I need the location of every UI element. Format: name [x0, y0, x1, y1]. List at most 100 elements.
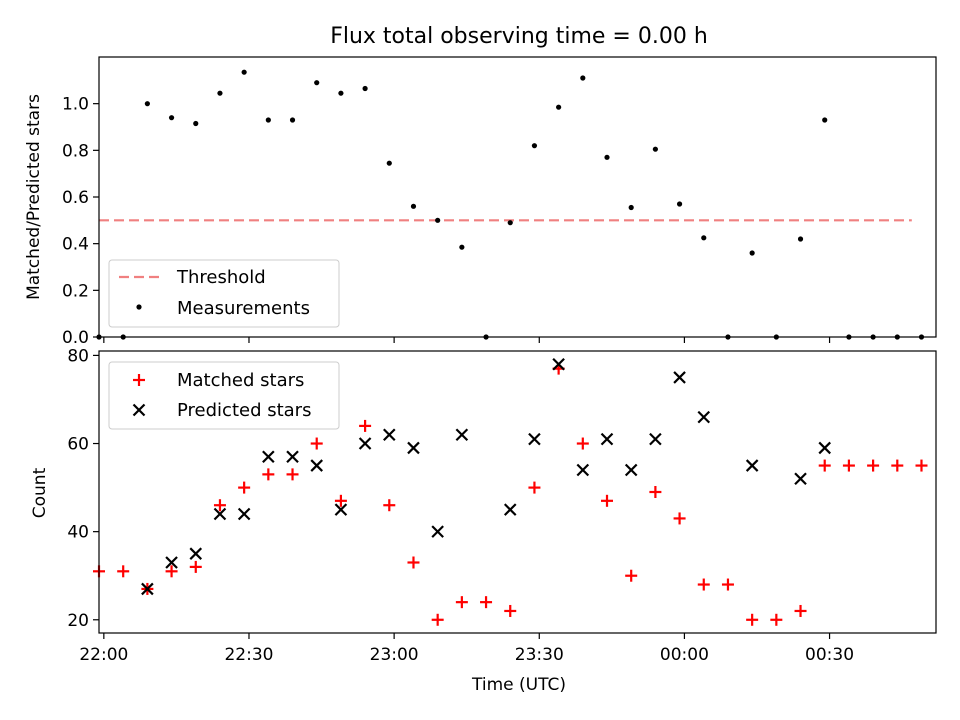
predicted-star-point	[310, 459, 323, 472]
predicted-star-point	[624, 463, 638, 477]
matched-star-point	[721, 578, 734, 591]
measurement-point	[797, 236, 804, 242]
x-axis-label: Time (UTC)	[471, 675, 566, 695]
matched-star-point	[117, 565, 130, 578]
legend-matched-swatch	[133, 374, 145, 386]
measurement-point	[652, 146, 658, 152]
matched-star-point	[770, 613, 783, 626]
matched-star-point	[480, 596, 493, 609]
measurement-point	[314, 80, 320, 86]
legend-predicted-marker	[132, 403, 146, 417]
matched-star-point	[262, 468, 275, 481]
predicted-star-point	[407, 441, 420, 455]
measurement-point	[435, 217, 441, 223]
top-legend-box	[108, 259, 340, 328]
matched-star-point	[286, 468, 299, 481]
matched-star-point	[213, 499, 226, 512]
measurement-point	[580, 75, 586, 81]
predicted-star-point	[673, 371, 686, 384]
x-tick-label: 22:30	[224, 645, 273, 665]
matched-star-point	[528, 481, 541, 494]
matched-star-point	[842, 459, 855, 472]
measurement-point	[556, 104, 562, 110]
top-x-axis	[103, 337, 831, 343]
legend-predicted-label: Predicted stars	[177, 400, 311, 421]
bottom-y-axis-label: Count	[30, 467, 50, 518]
top-y-axis: 0.0 0.2 0.4 0.6 0.8 1.0	[62, 95, 99, 348]
predicted-star-point	[431, 525, 444, 538]
matched-star-point	[334, 494, 347, 507]
measurement-point	[265, 117, 271, 123]
matched-star-point	[867, 459, 880, 472]
measurement-point	[217, 90, 223, 96]
predicted-star-point	[383, 428, 396, 441]
matched-stars-points	[93, 362, 928, 626]
top-legend: Threshold Measurements	[108, 259, 340, 328]
top-y-tick-label: 0.6	[62, 188, 89, 208]
measurement-point	[289, 117, 296, 123]
top-y-axis-label: Matched/Predicted stars	[24, 94, 44, 300]
measurement-point	[193, 120, 199, 127]
predicted-star-point	[576, 463, 590, 477]
bottom-y-tick-label: 20	[67, 611, 89, 631]
bottom-plot-frame	[98, 350, 937, 634]
matched-star-point	[625, 569, 638, 582]
measurement-point	[604, 154, 610, 160]
measurement-point	[459, 244, 465, 250]
matched-star-point	[238, 481, 251, 494]
predicted-star-point	[503, 503, 517, 516]
matched-star-point	[891, 459, 904, 472]
measurement-point	[168, 115, 175, 121]
matched-star-point	[310, 437, 323, 450]
measurement-point	[676, 201, 683, 207]
measurement-point	[410, 203, 417, 209]
legend-measurements-swatch	[136, 304, 142, 310]
predicted-star-point	[286, 450, 299, 464]
bottom-legend-box	[108, 361, 340, 430]
predicted-star-point	[213, 507, 227, 521]
matched-star-point	[673, 512, 686, 525]
top-panel: 0.0 0.2 0.4 0.6 0.8 1.0 Matched/Predicted sta…	[24, 56, 937, 348]
predicted-star-point	[237, 507, 251, 521]
predicted-star-point	[141, 582, 154, 596]
measurement-point	[362, 85, 368, 92]
matched-star-point	[649, 486, 662, 498]
predicted-star-point	[818, 441, 832, 455]
predicted-star-point	[165, 556, 178, 569]
matched-star-point	[576, 437, 589, 450]
legend-matched-label: Matched stars	[177, 370, 304, 391]
predicted-star-point	[334, 503, 348, 516]
top-y-tick-label: 1.0	[62, 95, 89, 115]
x-tick-label: 00:30	[805, 645, 854, 665]
matched-star-point	[818, 459, 831, 472]
measurement-points	[96, 69, 925, 340]
bottom-y-tick-label: 40	[67, 523, 89, 543]
bottom-x-axis: 22:00 22:30 23:00 23:30 00:00 00:30	[79, 633, 854, 665]
measurement-point	[338, 90, 344, 96]
measurement-point	[144, 101, 150, 107]
top-y-tick-label: 0.2	[62, 281, 89, 301]
x-tick-label: 22:00	[79, 645, 128, 665]
measurement-point	[628, 204, 634, 211]
matched-star-point	[455, 596, 468, 609]
bottom-y-axis: 20 40 60 80	[67, 346, 99, 631]
predicted-star-point	[358, 437, 372, 450]
matched-star-point	[407, 556, 420, 569]
predicted-star-point	[745, 459, 759, 472]
measurement-point	[507, 220, 513, 226]
legend-measurements-label: Measurements	[177, 298, 310, 319]
predicted-star-point	[552, 357, 565, 371]
top-y-tick-label: 0.4	[62, 235, 89, 255]
predicted-star-point	[189, 547, 203, 560]
matched-star-point	[601, 494, 614, 507]
predicted-star-point	[697, 410, 711, 424]
matched-star-point	[359, 419, 372, 432]
measurement-point	[531, 143, 538, 149]
measurement-point	[701, 235, 707, 241]
measurement-point	[749, 250, 755, 256]
matched-star-point	[165, 565, 178, 578]
measurement-point	[241, 69, 247, 75]
predicted-star-point	[528, 432, 541, 446]
